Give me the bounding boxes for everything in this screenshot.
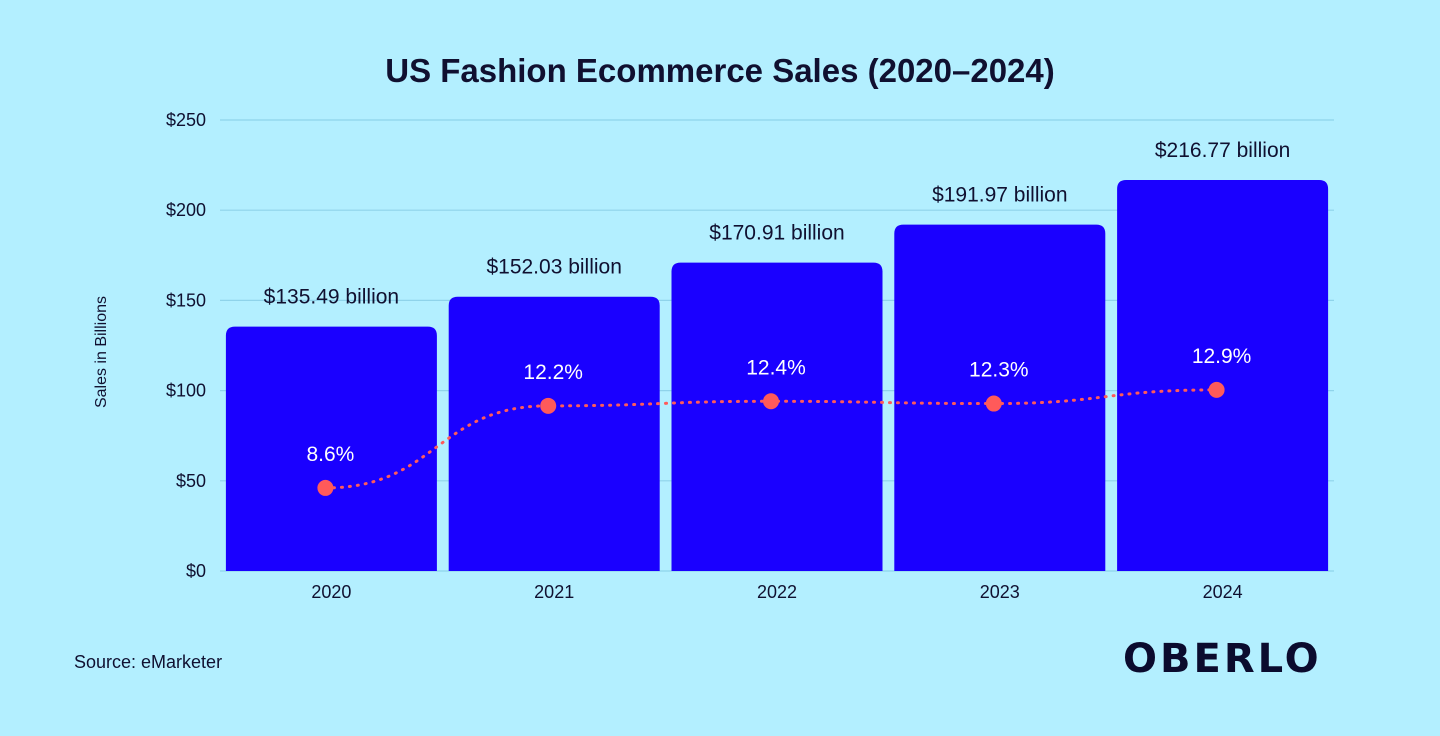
- growth-point: [540, 397, 557, 414]
- growth-point: [763, 393, 779, 410]
- brand-logo: OBERLO: [1123, 636, 1322, 682]
- y-tick-label: $250: [166, 110, 206, 130]
- x-tick-labels: 2020 2021 2022 2023 2024: [311, 582, 1242, 602]
- growth-point: [1208, 381, 1225, 398]
- y-tick-label: $150: [166, 290, 206, 310]
- bar-value-labels: $135.49 billion $152.03 billion $170.91 bi…: [264, 139, 1291, 309]
- x-tick-label: 2020: [311, 582, 351, 602]
- bar-value-label: $191.97 billion: [932, 184, 1067, 207]
- growth-point: [985, 395, 1002, 412]
- x-tick-label: 2023: [980, 582, 1020, 602]
- bar: [1117, 179, 1329, 572]
- growth-label: 8.6%: [306, 443, 354, 466]
- y-tick-label: $200: [166, 200, 206, 220]
- y-tick-label: $50: [176, 471, 206, 491]
- x-tick-label: 2022: [757, 582, 797, 602]
- bar: [894, 224, 1106, 571]
- bar-value-label: $216.77 billion: [1155, 139, 1290, 162]
- bar-value-label: $135.49 billion: [264, 286, 399, 309]
- growth-labels: 8.6% 12.2% 12.4% 12.3% 12.9%: [306, 345, 1251, 466]
- growth-label: 12.3%: [969, 359, 1029, 382]
- y-tick-label: $100: [166, 381, 206, 401]
- x-tick-label: 2024: [1203, 582, 1243, 602]
- chart-title: US Fashion Ecommerce Sales (2020–2024): [385, 52, 1055, 89]
- y-tick-labels: $0 $50 $100 $150 $200 $250: [166, 110, 206, 581]
- growth-point: [317, 479, 334, 496]
- bar: [671, 262, 883, 571]
- growth-label: 12.9%: [1192, 345, 1252, 368]
- source-note: Source: eMarketer: [74, 652, 223, 672]
- bar-value-label: $152.03 billion: [486, 256, 621, 279]
- y-tick-label: $0: [186, 561, 206, 581]
- bar: [448, 296, 660, 571]
- bar-value-label: $170.91 billion: [709, 222, 844, 245]
- growth-label: 12.4%: [746, 356, 806, 379]
- growth-label: 12.2%: [523, 361, 583, 384]
- growth-points: [317, 381, 1225, 496]
- bars: [225, 179, 1329, 572]
- x-tick-label: 2021: [534, 582, 574, 602]
- bar: [225, 326, 437, 571]
